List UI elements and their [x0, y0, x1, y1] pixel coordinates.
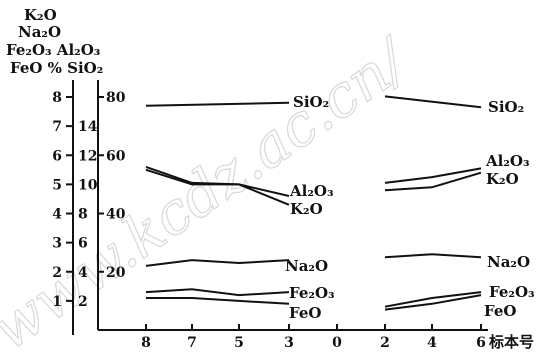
series-line-2-left — [145, 168, 290, 206]
tick-label-sio2-40: 40 — [106, 207, 126, 223]
series-line-5-right — [384, 294, 482, 311]
header-k2o: K₂O — [24, 6, 57, 24]
series-label-right-2: K₂O — [486, 170, 519, 188]
x-tick-label-8: 8 — [141, 335, 151, 351]
header-feo-percent-sio2: FeO % SiO₂ — [10, 59, 104, 77]
tick-label-left-3: 3 — [52, 236, 62, 252]
series-line-4-left — [145, 288, 290, 297]
tick-label-al2o3-14: 14 — [78, 119, 98, 135]
watermark-text: www.kcdz.ac.cn/ — [0, 24, 423, 360]
series-line-0-right — [384, 95, 482, 109]
series-labels: SiO₂Al₂O₃K₂ONa₂OFe₂O₃FeOSiO₂Al₂O₃K₂ONa₂O… — [285, 93, 535, 322]
tick-label-al2o3-8: 8 — [78, 207, 88, 223]
series-label-right-4: Fe₂O₃ — [489, 283, 535, 301]
x-tick-label-3: 3 — [284, 335, 294, 351]
series-label-left-5: FeO — [289, 304, 321, 322]
tick-label-left-2: 2 — [52, 265, 62, 281]
tick-label-left-7: 7 — [52, 119, 62, 135]
tick-label-left-4: 4 — [52, 207, 62, 223]
series-label-right-5: FeO — [484, 302, 516, 320]
series-line-4-right — [384, 291, 482, 308]
x-tick-label-0: 0 — [332, 335, 342, 351]
tick-label-sio2-20: 20 — [106, 265, 126, 281]
x-tick-label-6: 6 — [476, 335, 486, 351]
tick-label-left-8: 8 — [52, 90, 62, 106]
series-line-2-right — [384, 171, 482, 192]
x-tick-label-2: 2 — [380, 335, 390, 351]
tick-label-al2o3-6: 6 — [78, 236, 88, 252]
x-tick-label-5: 5 — [234, 335, 244, 351]
x-tick-label-7: 7 — [187, 335, 197, 351]
tick-label-left-6: 6 — [52, 148, 62, 164]
watermark: www.kcdz.ac.cn/ — [0, 23, 424, 360]
series-label-left-0: SiO₂ — [293, 93, 329, 111]
series-line-5-left — [146, 297, 290, 305]
tick-label-al2o3-12: 12 — [78, 148, 97, 164]
tick-label-left-5: 5 — [52, 177, 62, 193]
series-line-1-right — [384, 167, 482, 184]
header-na2o: Na₂O — [18, 23, 62, 41]
tick-label-sio2-60: 60 — [106, 148, 126, 164]
series-line-0-left — [145, 101, 290, 107]
tick-label-al2o3-4: 4 — [78, 265, 88, 281]
x-unit-label: 标本号 — [488, 333, 534, 351]
series-label-left-4: Fe₂O₃ — [289, 284, 335, 302]
series-line-3-left — [145, 259, 290, 267]
tick-label-sio2-80: 80 — [106, 90, 126, 106]
series-label-left-3: Na₂O — [285, 257, 328, 275]
tick-label-left-1: 1 — [52, 294, 62, 310]
x-tick-label-4: 4 — [427, 335, 437, 351]
series-lines — [145, 95, 482, 311]
series-label-left-2: K₂O — [290, 200, 323, 218]
header-fe2o3-al2o3: Fe₂O₃ Al₂O₃ — [6, 41, 101, 59]
series-label-left-1: Al₂O₃ — [289, 182, 334, 200]
series-label-right-0: SiO₂ — [488, 98, 524, 116]
tick-label-al2o3-10: 10 — [78, 177, 98, 193]
series-line-3-right — [384, 253, 482, 259]
tick-label-al2o3-2: 2 — [78, 294, 88, 310]
series-label-right-1: Al₂O₃ — [485, 152, 530, 170]
series-label-right-3: Na₂O — [487, 253, 530, 271]
